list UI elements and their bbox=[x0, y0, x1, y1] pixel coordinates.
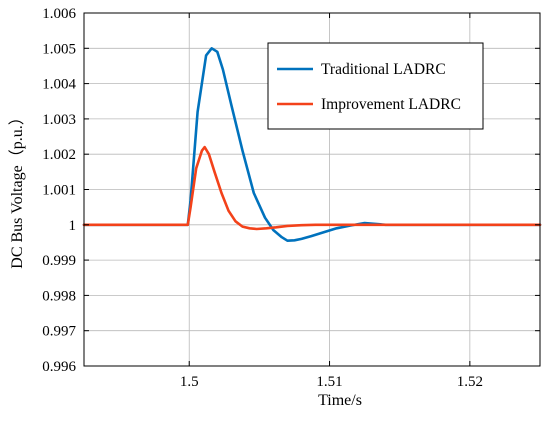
y-tick-label: 1 bbox=[69, 218, 77, 234]
x-tick-label: 1.5 bbox=[180, 374, 199, 390]
x-tick-label: 1.52 bbox=[457, 374, 483, 390]
series-line-improvement-ladrc bbox=[82, 145, 542, 231]
series-layer bbox=[82, 46, 542, 242]
y-tick-label: 0.996 bbox=[42, 359, 76, 375]
y-tick-label: 0.998 bbox=[42, 288, 76, 304]
y-tick-label: 1.003 bbox=[42, 112, 76, 128]
x-axis-title: Time/s bbox=[318, 392, 362, 409]
y-tick-label: 1.001 bbox=[42, 183, 76, 199]
y-axis-title: DC Bus Voltage（p.u.） bbox=[8, 109, 26, 268]
y-tick-label: 0.997 bbox=[42, 324, 76, 340]
legend: Traditional LADRC Improvement LADRC bbox=[267, 42, 484, 130]
grid bbox=[84, 13, 540, 366]
y-tick-label: 1.004 bbox=[42, 77, 76, 93]
legend-label-traditional-ladrc: Traditional LADRC bbox=[321, 61, 446, 78]
y-tick-label: 1.002 bbox=[42, 147, 76, 163]
x-tick-label: 1.51 bbox=[316, 374, 342, 390]
legend-label-improvement-ladrc: Improvement LADRC bbox=[321, 96, 461, 113]
series-line-traditional-ladrc bbox=[82, 46, 542, 242]
y-tick-label: 1.006 bbox=[42, 6, 76, 22]
y-tick-label: 0.999 bbox=[42, 253, 76, 269]
ticks: 0.996 0.997 0.998 0.999 1 1.001 1.002 1.003 1.00… bbox=[42, 6, 540, 390]
y-tick-label: 1.005 bbox=[42, 41, 76, 57]
legend-box bbox=[267, 42, 484, 130]
